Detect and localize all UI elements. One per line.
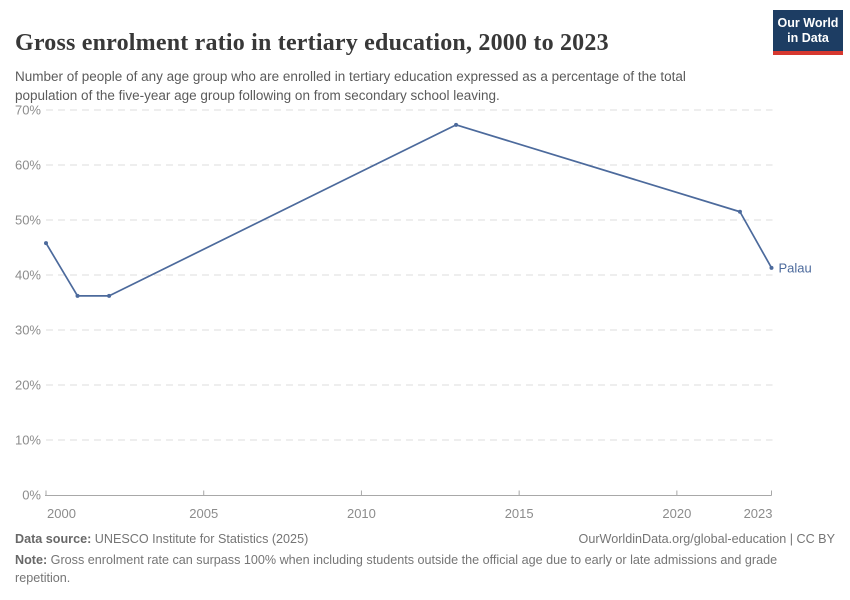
y-axis-tick-label: 10% xyxy=(15,433,41,448)
data-point-marker[interactable] xyxy=(44,241,48,246)
data-source-text: Data source: UNESCO Institute for Statis… xyxy=(15,531,308,548)
data-point-marker[interactable] xyxy=(769,265,774,270)
x-axis-tick-label: 2005 xyxy=(189,506,218,521)
note-value: Gross enrolment rate can surpass 100% wh… xyxy=(15,553,778,585)
x-axis-tick-label: 2015 xyxy=(505,506,534,521)
data-source-label: Data source: xyxy=(15,532,92,546)
series-line-palau[interactable] xyxy=(45,124,773,297)
y-axis-tick-label: 30% xyxy=(15,323,41,338)
data-point-marker[interactable] xyxy=(454,122,459,127)
x-axis-tick-label: 2023 xyxy=(744,506,773,521)
chart-footer: Data source: UNESCO Institute for Statis… xyxy=(15,531,835,587)
x-axis-tick-label: 2000 xyxy=(47,506,76,521)
footer-link[interactable]: OurWorldinData.org/global-education | CC… xyxy=(578,532,835,546)
y-axis-tick-label: 60% xyxy=(15,158,41,173)
page-title: Gross enrolment ratio in tertiary educat… xyxy=(15,30,609,57)
x-axis-tick-label: 2020 xyxy=(662,506,691,521)
owid-logo-line2: in Data xyxy=(787,31,829,45)
y-axis-tick-label: 20% xyxy=(15,378,41,393)
page-subtitle: Number of people of any age group who ar… xyxy=(15,68,686,103)
y-axis-tick-label: 70% xyxy=(15,103,41,118)
line-chart: 0% 10% 20% 30% 40% 50% 60% 70% 2000 2005 2010 2015 2… xyxy=(15,103,812,521)
owid-logo[interactable]: Our World in Data xyxy=(773,10,843,55)
footer-row: Data source: UNESCO Institute for Statis… xyxy=(15,531,835,548)
y-axis-tick-label: 40% xyxy=(15,268,41,283)
data-point-marker[interactable] xyxy=(737,209,742,214)
series-end-label-palau[interactable]: Palau xyxy=(779,260,812,275)
data-source-value: UNESCO Institute for Statistics (2025) xyxy=(91,532,309,546)
note-label: Note: xyxy=(15,553,48,567)
owid-logo-line1: Our World xyxy=(777,16,839,30)
x-axis-tick-label: 2010 xyxy=(347,506,376,521)
y-axis-tick-label: 50% xyxy=(15,213,41,228)
data-point-marker[interactable] xyxy=(107,293,112,298)
footer-note: Note: Gross enrolment rate can surpass 1… xyxy=(15,552,835,587)
y-axis-tick-label: 0% xyxy=(22,488,41,503)
data-point-marker[interactable] xyxy=(75,293,80,298)
